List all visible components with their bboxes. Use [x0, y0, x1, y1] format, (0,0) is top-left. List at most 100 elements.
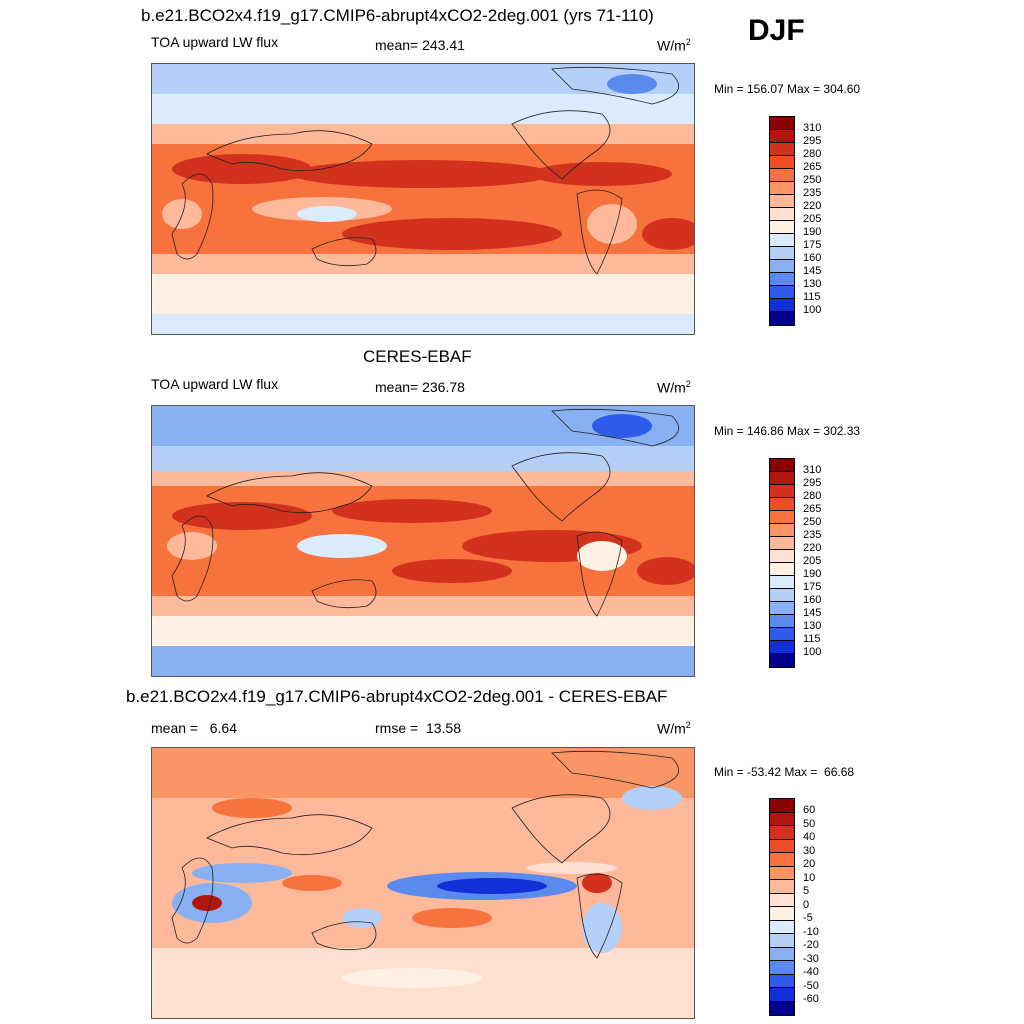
swatch — [770, 273, 794, 286]
colorbar-label: 310 — [803, 464, 822, 476]
swatch — [770, 654, 794, 667]
swatch — [770, 312, 794, 325]
swatch — [770, 839, 794, 853]
swatch — [770, 893, 794, 907]
swatch — [770, 472, 794, 485]
swatch — [770, 880, 794, 894]
swatch — [770, 615, 794, 628]
colorbar-label: -50 — [803, 979, 819, 992]
colorbar-label: -5 — [803, 912, 813, 924]
colorbar-label: 205 — [803, 555, 822, 567]
swatch — [770, 299, 794, 312]
panel2-mean-label: mean= 236.78 — [375, 379, 465, 395]
swatch — [770, 812, 794, 826]
swatch — [770, 641, 794, 654]
swatch — [770, 974, 794, 988]
panel3-units: W/m2 — [657, 720, 691, 737]
colorbar-label: 310 — [803, 122, 822, 134]
colorbar-label: 175 — [803, 239, 822, 251]
colorbar-label: 30 — [803, 844, 816, 857]
colorbar-label: 145 — [803, 265, 822, 277]
colorbar-label: 115 — [803, 633, 821, 645]
swatch — [770, 247, 794, 260]
colorbar-label: 160 — [803, 594, 822, 606]
colorbar-label: 20 — [803, 858, 816, 870]
colorbar-label: -10 — [803, 925, 819, 938]
swatch — [770, 117, 794, 130]
swatch — [770, 628, 794, 641]
swatch — [770, 524, 794, 537]
colorbar-label: 0 — [803, 898, 810, 911]
panel2-units: W/m2 — [657, 379, 691, 396]
colorbar-label: 100 — [803, 304, 822, 316]
swatch — [770, 853, 794, 867]
panel1-units: W/m2 — [657, 37, 691, 54]
panel1-title: b.e21.BCO2x4.f19_g17.CMIP6-abrupt4xCO2-2… — [141, 6, 654, 25]
swatch — [770, 907, 794, 921]
swatch — [770, 485, 794, 498]
swatch — [770, 576, 794, 589]
swatch — [770, 498, 794, 511]
swatch — [770, 143, 794, 156]
swatch — [770, 934, 794, 948]
colorbar-label: 235 — [803, 187, 822, 199]
panel3-mean-label: mean = 6.64 — [151, 720, 238, 736]
panel2-map — [151, 405, 695, 677]
swatch — [770, 988, 794, 1002]
colorbar-label: 265 — [803, 503, 822, 515]
colorbar-label: 205 — [803, 213, 822, 225]
swatch — [770, 961, 794, 975]
swatch — [770, 826, 794, 840]
swatch — [770, 286, 794, 299]
swatch — [770, 182, 794, 195]
panel1-colorbar — [769, 116, 795, 326]
colorbar-label: 130 — [803, 278, 822, 290]
swatch — [770, 1001, 794, 1015]
swatch — [770, 130, 794, 143]
swatch — [770, 260, 794, 273]
colorbar-label: 190 — [803, 226, 822, 238]
colorbar-label: -40 — [803, 966, 819, 978]
panel2-variable-label: TOA upward LW flux — [151, 376, 279, 392]
colorbar-label: 145 — [803, 607, 822, 619]
colorbar-label: 250 — [803, 174, 822, 186]
panel3-title: b.e21.BCO2x4.f19_g17.CMIP6-abrupt4xCO2-2… — [126, 687, 668, 706]
swatch — [770, 602, 794, 615]
panel2-minmax: Min = 146.86 Max = 302.33 — [714, 424, 861, 438]
swatch — [770, 459, 794, 472]
panel1-minmax: Min = 156.07 Max = 304.60 — [714, 82, 861, 96]
season-label: DJF — [748, 14, 805, 47]
colorbar-label: 190 — [803, 568, 822, 580]
colorbar-label: 235 — [803, 529, 822, 541]
swatch — [770, 550, 794, 563]
swatch — [770, 537, 794, 550]
colorbar-label: 295 — [803, 135, 822, 147]
swatch — [770, 221, 794, 234]
swatch — [770, 920, 794, 934]
swatch — [770, 234, 794, 247]
swatch — [770, 169, 794, 182]
panel3-map — [151, 747, 695, 1019]
panel3-minmax: Min = -53.42 Max = 66.68 — [714, 765, 855, 779]
colorbar-label: 220 — [803, 200, 822, 212]
colorbar-label: 100 — [803, 646, 822, 658]
panel1-variable-label: TOA upward LW flux — [151, 34, 279, 50]
panel2-map-field — [152, 406, 694, 676]
panel3-colorbar — [769, 798, 795, 1016]
colorbar-label: 280 — [803, 490, 822, 502]
panel1-mean-label: mean= 243.41 — [375, 37, 465, 53]
colorbar-label: 40 — [803, 831, 816, 843]
colorbar-label: 160 — [803, 252, 822, 264]
colorbar-label: 220 — [803, 542, 822, 554]
panel3-rmse-label: rmse = 13.58 — [375, 720, 461, 736]
swatch — [770, 799, 794, 813]
colorbar-label: 175 — [803, 581, 822, 593]
colorbar-label: 115 — [803, 291, 821, 303]
swatch — [770, 589, 794, 602]
colorbar-label: 5 — [803, 885, 810, 897]
colorbar-label: 280 — [803, 148, 822, 160]
colorbar-label: 10 — [803, 871, 816, 884]
panel3-map-field — [152, 748, 694, 1018]
swatch — [770, 947, 794, 961]
swatch — [770, 156, 794, 169]
